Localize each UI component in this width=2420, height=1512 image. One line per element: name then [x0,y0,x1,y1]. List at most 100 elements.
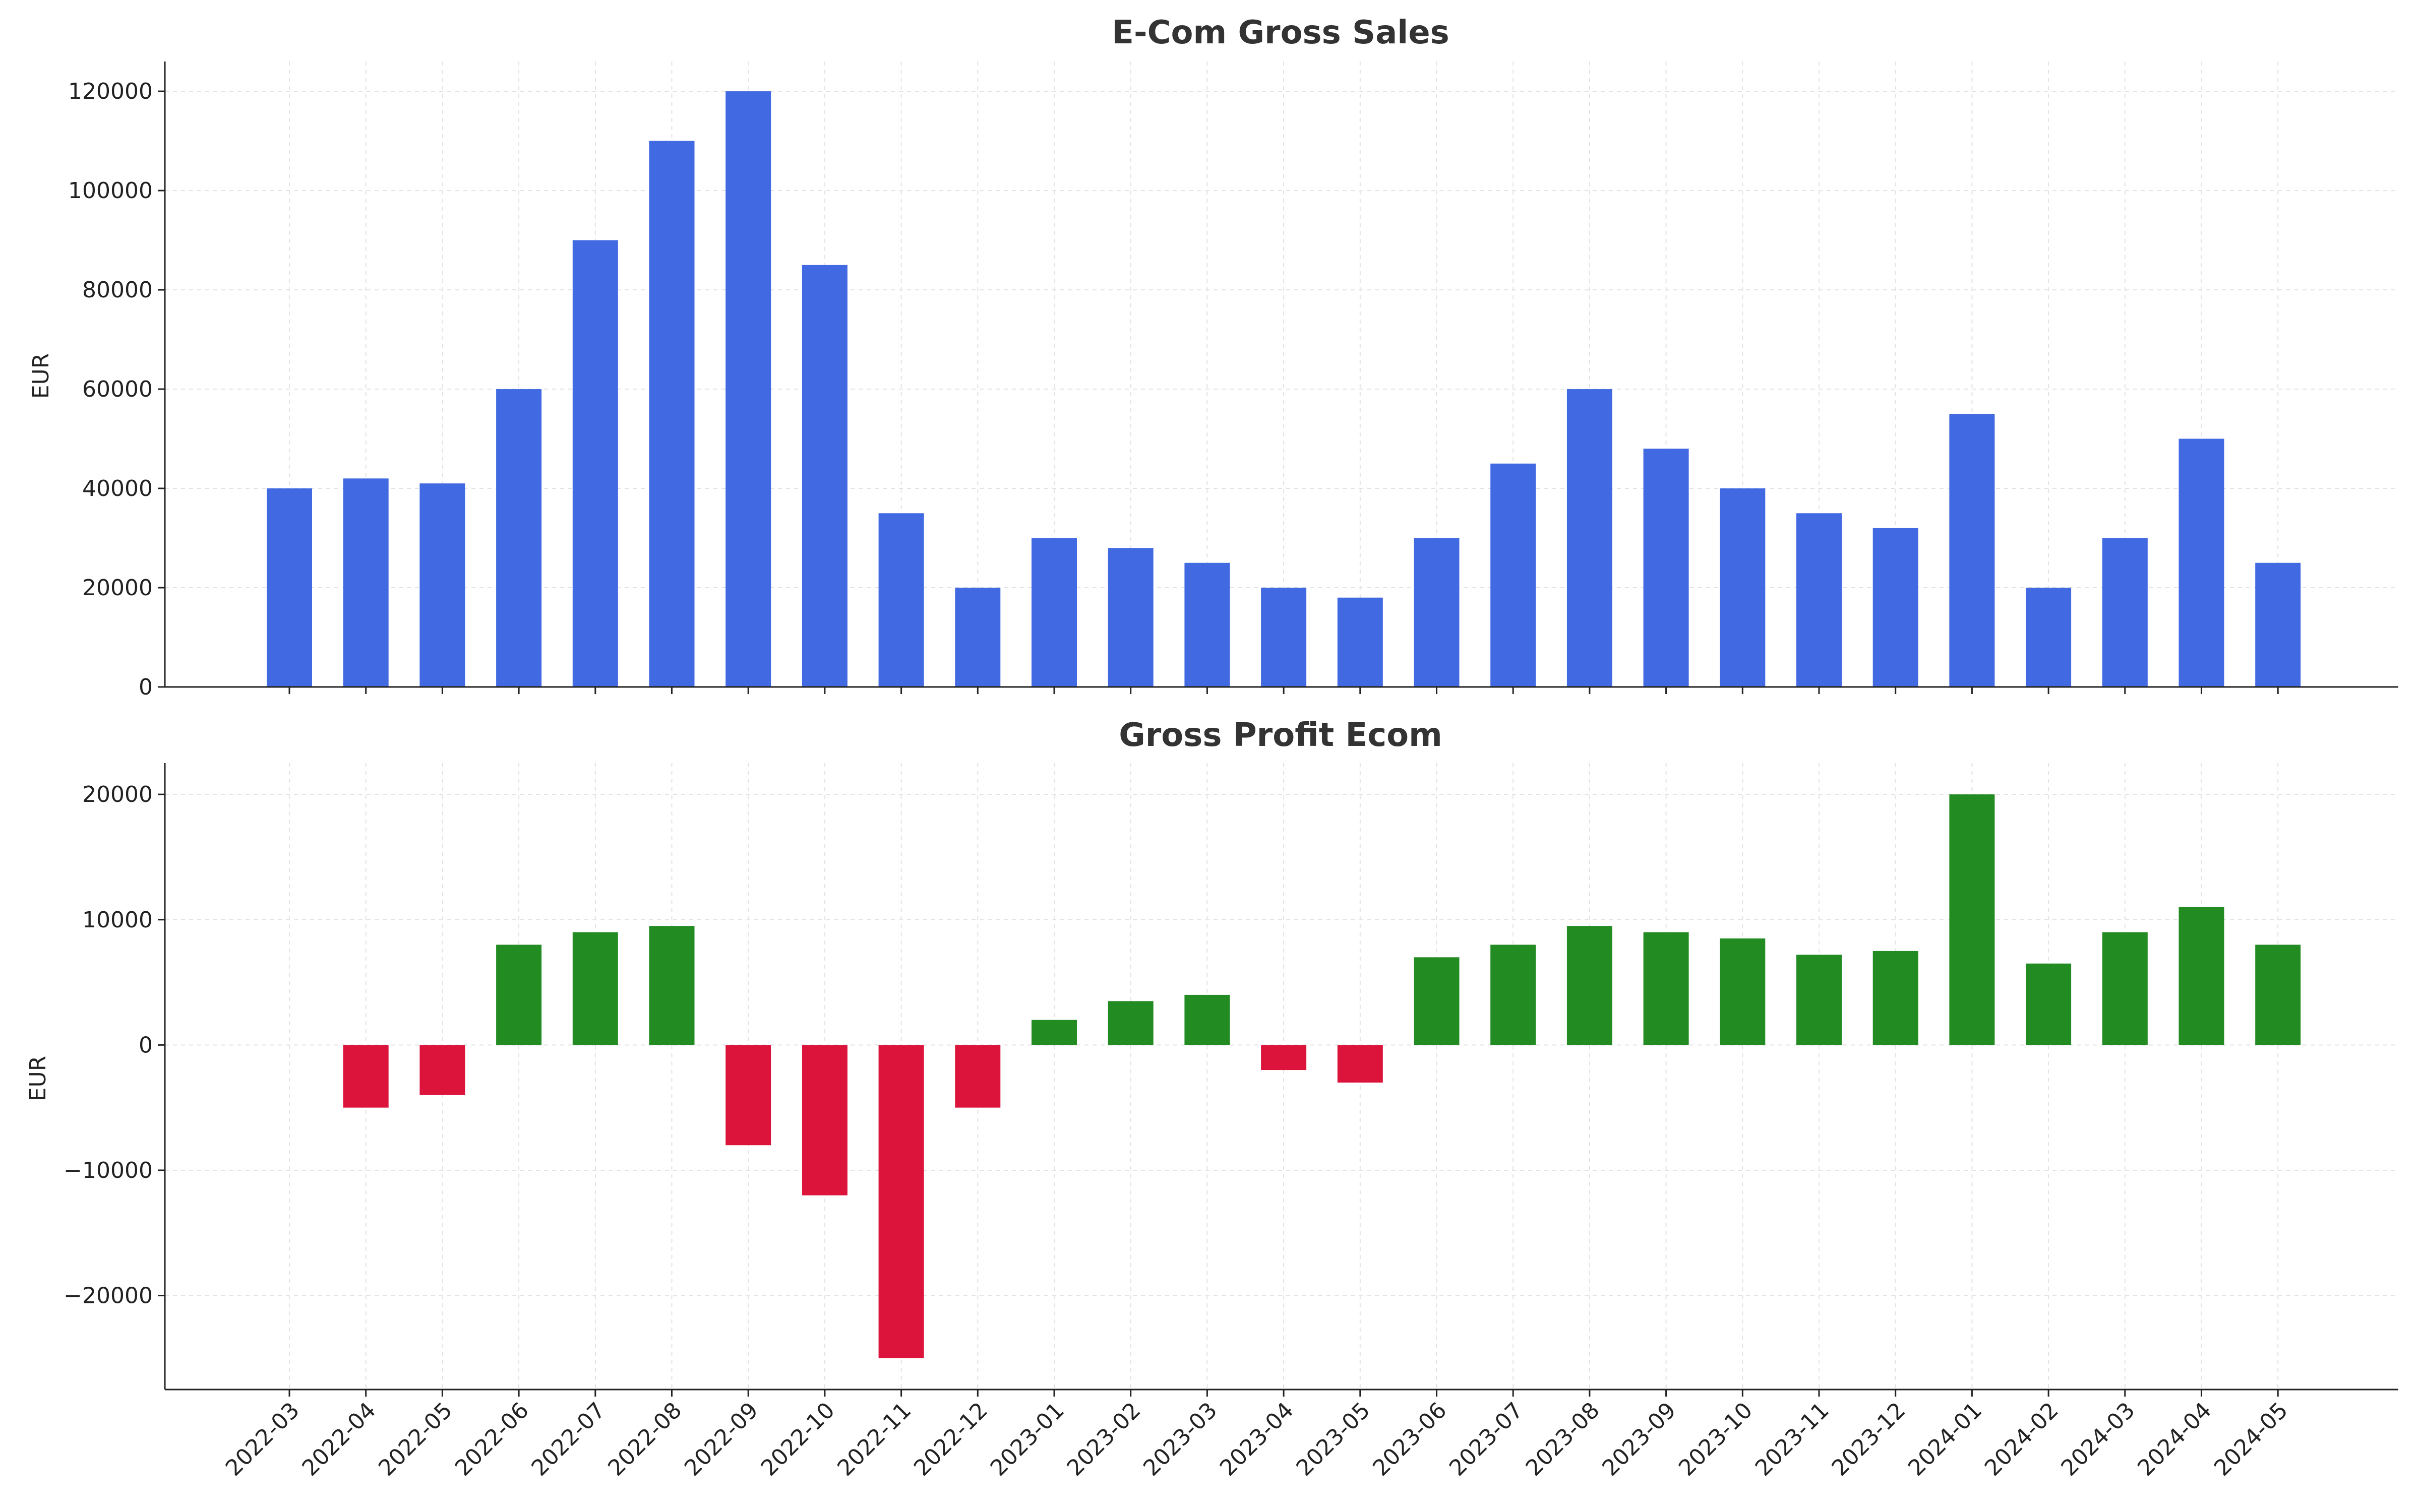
sales-bar-2023-12 [1872,528,1918,687]
sales-bars [267,91,2301,687]
profit-bar-2023-06 [1414,957,1460,1045]
profit-bar-2024-03 [2102,932,2148,1045]
profit-x-tick-label: 2022-12 [909,1398,993,1481]
sales-bar-2024-03 [2102,538,2148,687]
profit-x-tick-label: 2024-03 [2056,1398,2140,1481]
profit-bar-2022-11 [878,1045,924,1358]
sales-bar-2022-10 [802,265,848,687]
sales-y-tick-label: 80000 [82,277,153,303]
profit-bar-2022-07 [572,932,618,1045]
profit-bar-2024-02 [2026,963,2072,1045]
profit-x-tick-label: 2023-05 [1292,1398,1375,1481]
profit-bar-2024-01 [1949,794,1995,1045]
profit-bar-2022-06 [496,944,542,1045]
sales-bar-2023-07 [1490,463,1536,687]
sales-bar-2022-07 [572,240,618,687]
sales-bar-2023-09 [1643,449,1689,687]
sales-y-tick-label: 20000 [82,575,153,601]
profit-x-tick-label: 2023-08 [1521,1398,1605,1481]
profit-x-tick-label: 2023-12 [1827,1398,1910,1481]
sales-bar-2023-04 [1261,588,1307,687]
profit-x-tick-label: 2023-06 [1368,1398,1451,1481]
sales-bar-2022-06 [496,389,542,687]
profit-bar-2022-12 [955,1045,1001,1108]
profit-bar-2023-01 [1032,1020,1077,1045]
sales-bar-2022-09 [725,91,771,687]
profit-x-tick-label: 2024-04 [2133,1398,2216,1481]
profit-x-tick-label: 2022-04 [297,1398,381,1481]
profit-x-tick-label: 2023-09 [1597,1398,1681,1481]
sales-bar-2023-03 [1184,562,1230,687]
profit-y-tick-label: 20000 [82,782,153,807]
profit-y-tick-label: −10000 [64,1158,153,1183]
sales-bar-2023-11 [1796,513,1842,687]
profit-bar-2023-05 [1337,1045,1383,1083]
sales-y-tick-label: 100000 [68,178,153,204]
profit-bar-2023-09 [1643,932,1689,1045]
profit-x-tick-label: 2022-11 [832,1398,916,1481]
profit-x-tick-label: 2022-05 [374,1398,457,1481]
profit-y-axis-label: EUR [25,1056,51,1102]
profit-bar-2022-09 [725,1045,771,1146]
sales-bar-2023-05 [1337,597,1383,687]
profit-bar-2022-08 [649,926,695,1045]
profit-bar-2024-04 [2179,907,2224,1045]
sales-y-tick-label: 120000 [68,79,153,104]
sales-bar-2023-10 [1720,488,1766,687]
profit-gridlines [165,763,2398,1390]
profit-x-tick-label: 2023-07 [1444,1398,1528,1481]
sales-bar-2023-02 [1108,548,1154,687]
profit-bars [343,794,2301,1358]
profit-x-tick-label: 2023-11 [1750,1398,1834,1481]
sales-bar-2022-04 [343,478,389,687]
profit-bar-2023-08 [1566,926,1612,1045]
profit-x-tick-label: 2023-02 [1062,1398,1145,1481]
sales-y-tick-label: 60000 [82,376,153,402]
profit-chart-title: Gross Profit Ecom [1119,717,1442,754]
sales-chart-title: E-Com Gross Sales [1112,14,1449,51]
sales-bar-2022-03 [267,488,312,687]
sales-bar-2024-05 [2255,562,2301,687]
profit-x-tick-label: 2023-03 [1138,1398,1222,1481]
sales-bar-2022-08 [649,141,695,687]
profit-bar-2023-11 [1796,955,1842,1045]
sales-bar-2022-05 [419,483,465,687]
sales-chart: E-Com Gross Sales EUR 0 20000 40000 60000 80… [28,14,2398,700]
sales-bar-2022-12 [955,588,1001,687]
sales-bar-2024-04 [2179,438,2224,687]
profit-x-tick-label: 2022-08 [603,1398,687,1481]
sales-bar-2023-08 [1566,389,1612,687]
sales-axes: 0 20000 40000 60000 80000 100000 120000 [68,61,2398,700]
profit-y-tick-label: −20000 [64,1283,153,1309]
profit-bar-2022-10 [802,1045,848,1195]
sales-bar-2023-06 [1414,538,1460,687]
sales-y-tick-label: 40000 [82,476,153,501]
profit-x-tick-label: 2022-03 [221,1398,305,1481]
profit-bar-2023-04 [1261,1045,1307,1070]
profit-x-tick-label: 2024-05 [2209,1398,2293,1481]
sales-y-tick-label: 0 [139,674,153,700]
profit-x-tick-label: 2023-01 [986,1398,1069,1481]
profit-bar-2023-03 [1184,994,1230,1045]
profit-bar-2023-12 [1872,951,1918,1045]
profit-y-tick-label: 0 [139,1032,153,1058]
sales-bar-2024-02 [2026,588,2072,687]
profit-bar-2024-05 [2255,944,2301,1045]
profit-bar-2023-10 [1720,938,1766,1045]
profit-x-tick-label: 2023-04 [1215,1398,1299,1481]
sales-bar-2024-01 [1949,414,1995,687]
sales-y-axis-label: EUR [28,353,54,399]
profit-x-tick-label: 2023-10 [1674,1398,1758,1481]
profit-x-tick-label: 2022-07 [527,1398,611,1481]
profit-x-tick-label: 2024-02 [1980,1398,2064,1481]
profit-x-tick-label: 2024-01 [1903,1398,1987,1481]
profit-x-tick-label: 2022-06 [450,1398,534,1481]
sales-bar-2023-01 [1032,538,1077,687]
sales-bar-2022-11 [878,513,924,687]
profit-chart: Gross Profit Ecom EUR −20000 −10000 0 10000… [25,717,2398,1481]
profit-x-tick-label: 2022-09 [680,1398,763,1481]
profit-x-tick-label: 2022-10 [756,1398,840,1481]
profit-bar-2022-04 [343,1045,389,1108]
profit-y-tick-label: 10000 [82,907,153,933]
